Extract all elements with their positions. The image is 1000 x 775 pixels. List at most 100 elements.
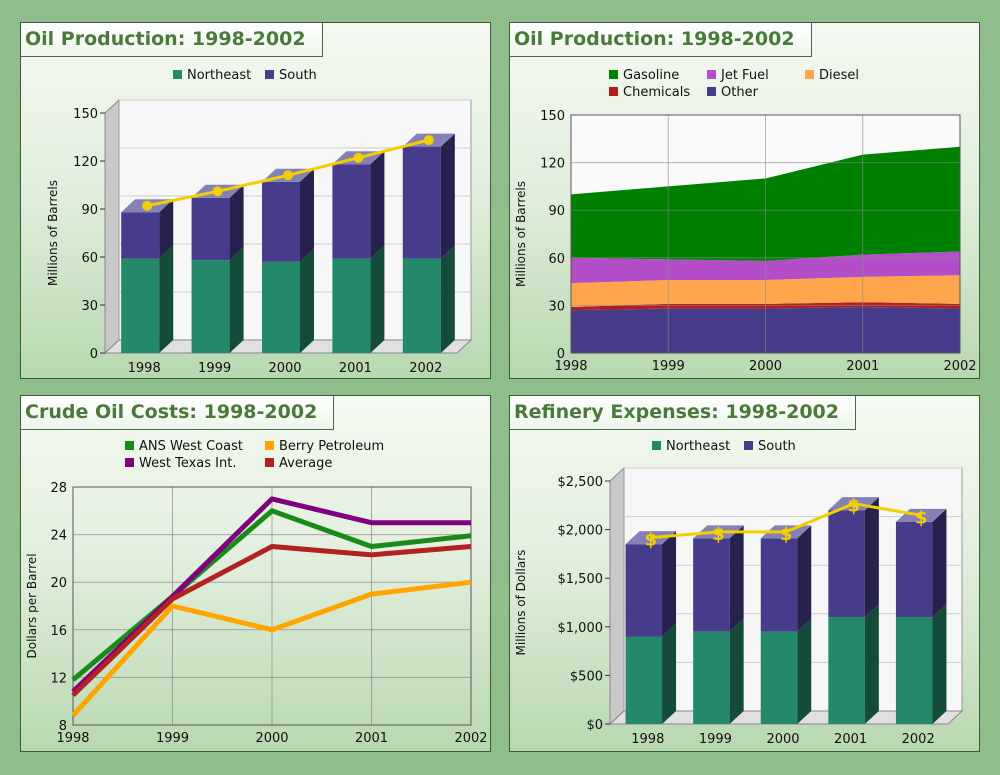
chart-title: Oil Production: 1998-2002 bbox=[510, 23, 812, 57]
bar-south-front bbox=[625, 544, 663, 637]
bar-northeast-front bbox=[760, 631, 798, 724]
y-tick-label: 60 bbox=[81, 251, 98, 266]
chart-panel-oil-production-bar: Oil Production: 1998-2002 Northeast South… bbox=[20, 22, 491, 379]
bar-northeast-front bbox=[895, 617, 933, 724]
legend-label: Northeast bbox=[666, 439, 730, 454]
left-wall bbox=[104, 98, 120, 355]
y-axis-label: Millions of Barrels bbox=[46, 180, 60, 286]
left-wall bbox=[609, 466, 625, 726]
y-tick-label: 24 bbox=[50, 529, 67, 544]
x-tick-label: 2000 bbox=[255, 731, 288, 746]
legend-label: South bbox=[758, 439, 796, 454]
chart-title: Oil Production: 1998-2002 bbox=[21, 23, 323, 57]
total-point bbox=[353, 152, 364, 163]
plot-border bbox=[72, 486, 472, 726]
legend-swatch bbox=[265, 441, 274, 450]
x-tick-label: 1999 bbox=[198, 361, 231, 376]
y-tick-label: $1,000 bbox=[558, 621, 604, 636]
y-tick-label: 20 bbox=[50, 576, 67, 591]
bar-south-side bbox=[729, 525, 744, 632]
chart-panel-oil-production-area: Oil Production: 1998-2002 Gasoline Jet Fu… bbox=[509, 22, 980, 379]
bar-south-side bbox=[864, 497, 879, 618]
chart-refinery-expenses: Northeast South $0 $500 $1,000 $1,500 $2,000 $2… bbox=[514, 439, 964, 747]
y-tick-label: 28 bbox=[50, 481, 67, 496]
bar-south-side bbox=[932, 508, 947, 618]
bar-south-front bbox=[693, 538, 730, 632]
bar-south-side bbox=[662, 531, 677, 637]
y-tick-label: 0 bbox=[90, 347, 98, 362]
bar-south-front bbox=[828, 510, 865, 618]
x-tick-label: 2001 bbox=[339, 361, 372, 376]
legend-label: Chemicals bbox=[623, 85, 690, 100]
chart-title: Crude Oil Costs: 1998-2002 bbox=[21, 396, 335, 430]
legend-swatch bbox=[125, 458, 134, 467]
legend-label: Average bbox=[279, 456, 332, 471]
total-point bbox=[423, 135, 434, 146]
bar-south-side bbox=[440, 133, 455, 259]
legend-swatch bbox=[652, 441, 661, 450]
y-tick-label: 8 bbox=[59, 719, 67, 734]
legend-swatch bbox=[805, 70, 814, 79]
plot-border bbox=[570, 114, 961, 354]
legend-swatch bbox=[707, 87, 716, 96]
x-tick-label: 2000 bbox=[268, 361, 301, 376]
y-axis-label: Millions of Barrels bbox=[514, 181, 528, 287]
chart-oil-production-area: Gasoline Jet Fuel Diesel Chemicals Other 0 30 6… bbox=[514, 68, 977, 374]
bar-south-side bbox=[300, 168, 315, 262]
legend-label: Diesel bbox=[819, 68, 859, 83]
line-average bbox=[71, 544, 472, 698]
bar-top bbox=[625, 531, 677, 545]
x-tick-label: 2000 bbox=[766, 732, 799, 747]
total-point bbox=[212, 186, 223, 197]
bar-northeast-front bbox=[625, 636, 663, 724]
bar-northeast-front bbox=[828, 617, 865, 724]
bar-northeast-side bbox=[370, 245, 385, 353]
bar-south-side bbox=[797, 525, 812, 632]
x-tick-label: 2002 bbox=[902, 732, 935, 747]
bar-northeast-side bbox=[932, 604, 947, 724]
bar-south-side bbox=[229, 184, 244, 261]
bar-south-front bbox=[760, 538, 798, 632]
y-tick-label: $2,000 bbox=[558, 524, 604, 539]
legend-label: West Texas Int. bbox=[139, 456, 236, 471]
bar-south-front bbox=[402, 146, 441, 259]
y-tick-label: 150 bbox=[540, 109, 565, 124]
total-point bbox=[142, 200, 153, 211]
chart-title: Refinery Expenses: 1998-2002 bbox=[510, 396, 856, 430]
legend-label: ANS West Coast bbox=[139, 439, 243, 454]
bar-northeast-side bbox=[662, 623, 677, 724]
total-marker: $ bbox=[915, 507, 928, 528]
total-point bbox=[283, 170, 293, 181]
y-tick-label: 90 bbox=[548, 204, 565, 219]
y-tick-label: $0 bbox=[586, 718, 603, 733]
x-tick-label: 1999 bbox=[652, 359, 685, 374]
x-tick-label: 1999 bbox=[156, 731, 189, 746]
x-tick-label: 2000 bbox=[749, 359, 782, 374]
y-tick-label: 90 bbox=[81, 203, 98, 218]
chart-crude-oil-costs: ANS West Coast Berry Petroleum West Texas … bbox=[25, 439, 488, 746]
legend-swatch bbox=[265, 458, 274, 467]
y-tick-label: 30 bbox=[548, 299, 565, 314]
y-tick-label: $1,500 bbox=[558, 572, 604, 587]
total-marker: $ bbox=[780, 524, 793, 545]
x-tick-label: 2001 bbox=[846, 359, 879, 374]
total-marker: $ bbox=[645, 530, 658, 551]
x-tick-label: 1998 bbox=[56, 731, 89, 746]
legend-label: Berry Petroleum bbox=[279, 439, 384, 454]
bar-northeast-side bbox=[229, 247, 244, 353]
bar-northeast-side bbox=[864, 604, 879, 724]
legend-swatch bbox=[173, 70, 182, 79]
y-tick-label: 0 bbox=[557, 347, 565, 362]
chart-panel-crude-oil-costs: Crude Oil Costs: 1998-2002 ANS West Coas… bbox=[20, 395, 491, 752]
bar-northeast-front bbox=[332, 258, 371, 353]
y-tick-label: $500 bbox=[570, 669, 603, 684]
legend-swatch bbox=[265, 70, 274, 79]
bar-northeast-front bbox=[121, 258, 160, 353]
x-tick-label: 1998 bbox=[631, 732, 664, 747]
bar-northeast-side bbox=[797, 618, 812, 724]
bar-northeast-side bbox=[159, 245, 174, 353]
total-marker: $ bbox=[712, 524, 725, 545]
bar-south-front bbox=[121, 212, 160, 259]
legend-swatch bbox=[707, 70, 716, 79]
x-tick-label: 2002 bbox=[454, 731, 487, 746]
